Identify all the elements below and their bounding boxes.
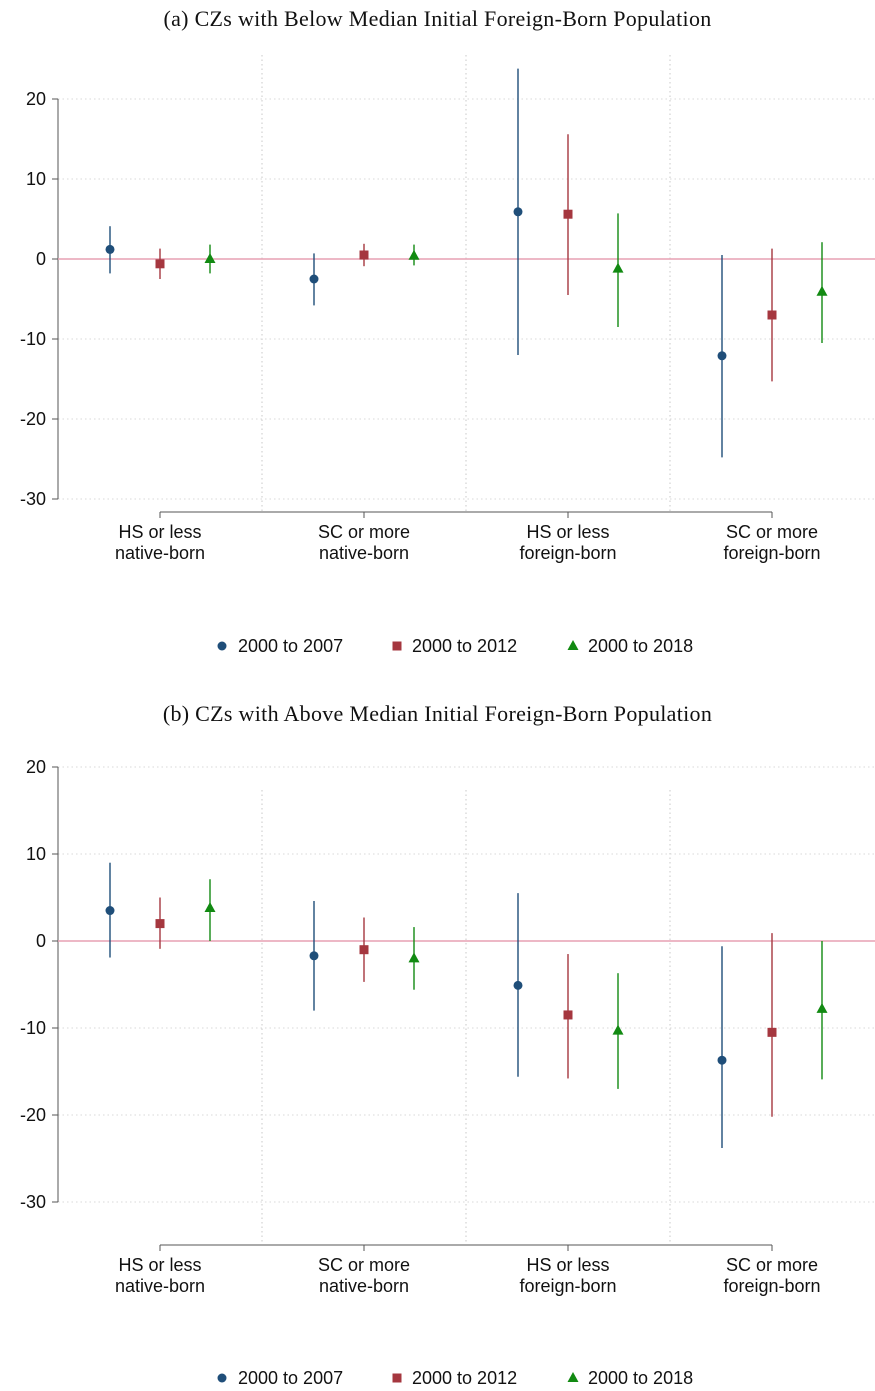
data-point <box>105 906 115 916</box>
y-tick-label: -10 <box>20 329 46 349</box>
y-tick-label: -30 <box>20 1192 46 1212</box>
y-tick-label: -20 <box>20 1105 46 1125</box>
data-point <box>309 274 319 284</box>
x-tick-label: native-born <box>115 1276 205 1296</box>
legend-marker <box>392 1373 402 1383</box>
data-point <box>204 253 216 263</box>
x-tick-label: HS or less <box>118 1255 201 1275</box>
data-point <box>359 250 369 260</box>
legend-label: 2000 to 2012 <box>412 1368 517 1388</box>
x-tick-label: foreign-born <box>519 1276 616 1296</box>
x-tick-label: native-born <box>319 1276 409 1296</box>
x-tick-label: SC or more <box>726 1255 818 1275</box>
y-tick-label: 20 <box>26 757 46 777</box>
x-tick-label: HS or less <box>118 522 201 542</box>
data-point <box>563 1010 573 1020</box>
legend-label: 2000 to 2012 <box>412 636 517 656</box>
chart-title: (a) CZs with Below Median Initial Foreig… <box>163 6 712 31</box>
y-tick-label: -10 <box>20 1018 46 1038</box>
x-tick-label: SC or more <box>318 1255 410 1275</box>
legend-label: 2000 to 2018 <box>588 636 693 656</box>
x-tick-label: native-born <box>115 543 205 563</box>
legend-marker <box>217 641 227 651</box>
data-point <box>513 980 523 990</box>
y-tick-label: 10 <box>26 169 46 189</box>
y-tick-label: 0 <box>36 249 46 269</box>
data-point <box>767 1027 777 1037</box>
data-point <box>717 351 727 361</box>
data-point <box>717 1055 727 1065</box>
legend-label: 2000 to 2018 <box>588 1368 693 1388</box>
x-tick-label: SC or more <box>726 522 818 542</box>
data-point <box>767 310 777 320</box>
data-point <box>155 259 165 269</box>
data-point <box>408 952 420 963</box>
y-tick-label: 20 <box>26 89 46 109</box>
data-point <box>359 945 369 955</box>
y-tick-label: -20 <box>20 409 46 429</box>
x-tick-label: HS or less <box>526 522 609 542</box>
y-tick-label: 0 <box>36 931 46 951</box>
data-point <box>513 207 523 217</box>
chart-title: (b) CZs with Above Median Initial Foreig… <box>162 701 713 726</box>
y-tick-label: 10 <box>26 844 46 864</box>
legend-label: 2000 to 2007 <box>238 636 343 656</box>
legend-marker <box>392 641 402 651</box>
chart-panel-a: (a) CZs with Below Median Initial Foreig… <box>0 0 875 690</box>
legend-marker <box>217 1373 227 1383</box>
legend-marker <box>567 640 579 650</box>
data-point <box>563 209 573 219</box>
data-point <box>816 1002 828 1013</box>
data-point <box>612 262 624 273</box>
data-point <box>155 919 165 929</box>
data-point <box>105 244 115 254</box>
legend-label: 2000 to 2007 <box>238 1368 343 1388</box>
x-tick-label: HS or less <box>526 1255 609 1275</box>
x-tick-label: foreign-born <box>723 543 820 563</box>
x-tick-label: native-born <box>319 543 409 563</box>
legend-marker <box>567 1372 579 1382</box>
data-point <box>612 1024 624 1035</box>
x-tick-label: foreign-born <box>519 543 616 563</box>
chart-panel-b: (b) CZs with Above Median Initial Foreig… <box>0 695 875 1391</box>
data-point <box>204 901 216 912</box>
data-point <box>816 285 828 296</box>
x-tick-label: SC or more <box>318 522 410 542</box>
data-point <box>309 951 319 961</box>
y-tick-label: -30 <box>20 489 46 509</box>
data-point <box>408 249 420 260</box>
x-tick-label: foreign-born <box>723 1276 820 1296</box>
